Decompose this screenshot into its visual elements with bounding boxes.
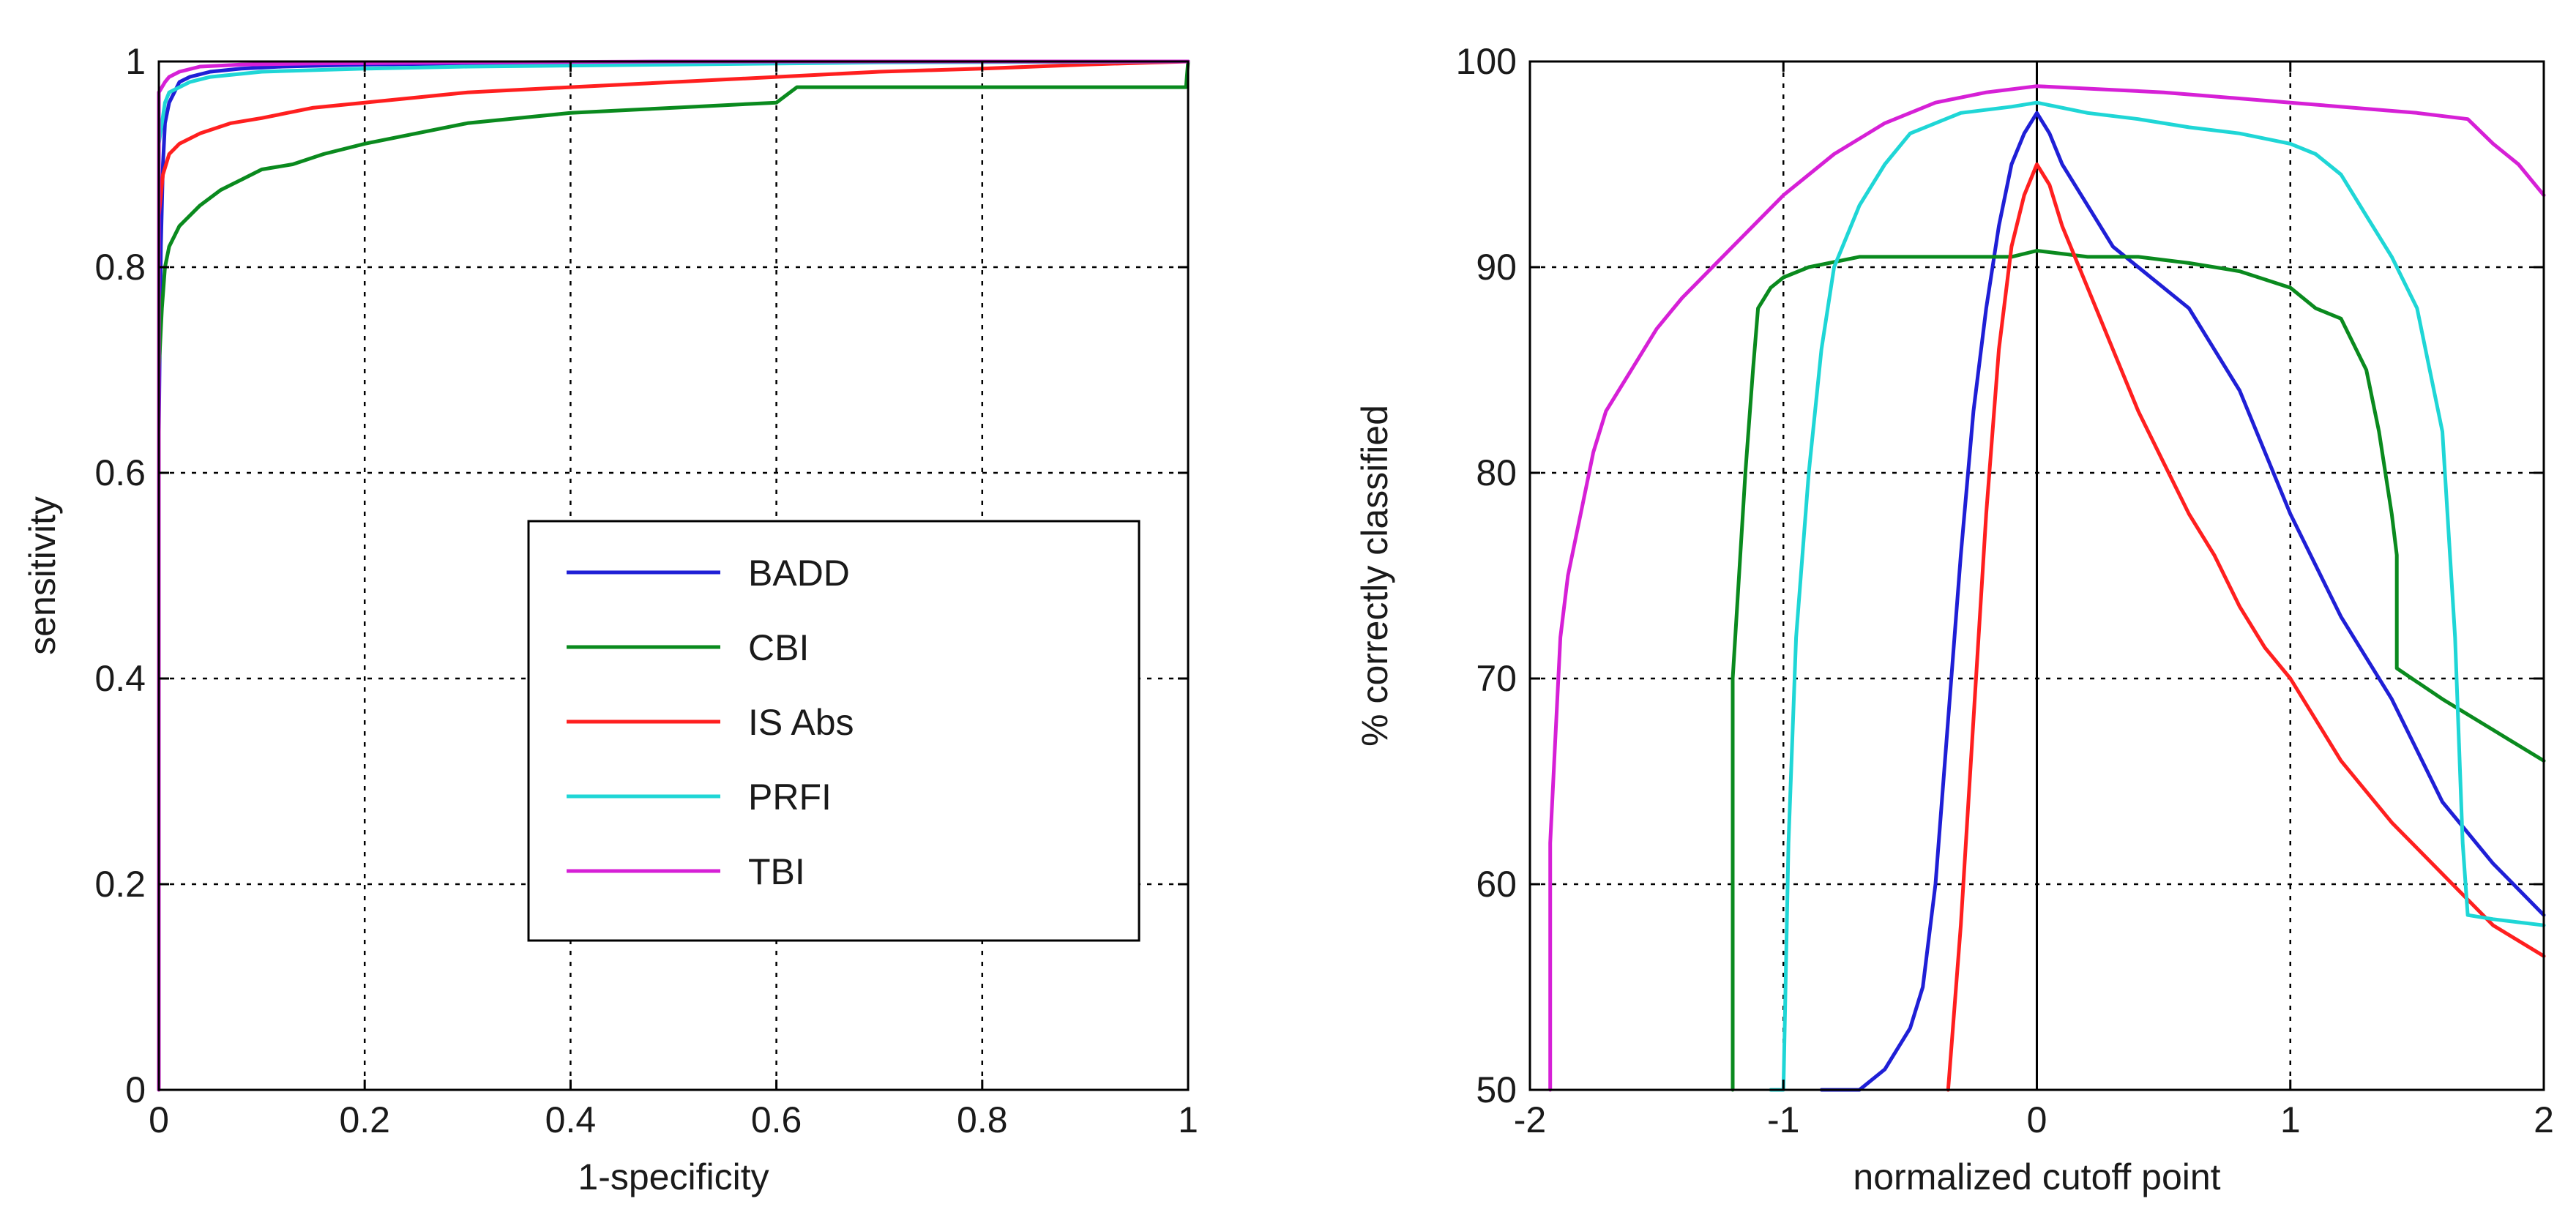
accuracy-series-tbi: [1548, 84, 2546, 1092]
accuracy-series-is-abs: [1946, 162, 2546, 1092]
roc-axes-box: [157, 60, 1190, 1091]
accuracy-y-tick-label: 60: [1476, 864, 1517, 905]
accuracy-y-tick-label: 90: [1476, 247, 1517, 288]
accuracy-y-axis-title: % correctly classified: [1354, 405, 1395, 747]
accuracy-x-tick-label: 0: [2027, 1099, 2047, 1140]
roc-series: [157, 59, 1190, 1092]
accuracy-y-tick-label: 100: [1456, 41, 1517, 82]
roc-y-tick-label: 0.6: [94, 452, 146, 493]
legend-label-badd: BADD: [748, 553, 850, 594]
accuracy-x-tick-label: -1: [1767, 1099, 1799, 1140]
roc-legend: BADD CBI IS Abs PRFI TBI: [527, 520, 1140, 942]
accuracy-x-tick-label: 1: [2280, 1099, 2301, 1140]
accuracy-x-axis-title: normalized cutoff point: [1853, 1156, 2220, 1197]
accuracy-series-cbi: [1731, 249, 2546, 1092]
roc-x-tick-label: 1: [1178, 1099, 1198, 1140]
accuracy-y-tick-label: 70: [1476, 658, 1517, 699]
roc-series-cbi: [157, 59, 1190, 372]
roc-x-tick-label: 0.4: [545, 1099, 597, 1140]
roc-x-tick-label: 0.2: [339, 1099, 390, 1140]
roc-ticks: 0 0.2 0.4 0.6 0.8 1 0 0.2 0.4 0.6 0.8 1: [94, 41, 1198, 1140]
roc-y-tick-label: 0: [125, 1069, 146, 1110]
accuracy-y-tick-label: 50: [1476, 1069, 1517, 1110]
roc-y-tick-label: 0.2: [94, 864, 146, 905]
roc-x-tick-label: 0.6: [751, 1099, 802, 1140]
accuracy-x-tick-label: 2: [2534, 1099, 2554, 1140]
accuracy-series-badd: [1819, 111, 2546, 1092]
legend-label-is-abs: IS Abs: [748, 702, 854, 743]
roc-y-axis-title: sensitivity: [22, 496, 63, 655]
roc-y-tick-label: 1: [125, 41, 146, 82]
roc-series-badd: [157, 59, 1190, 434]
roc-y-tick-label: 0.8: [94, 247, 146, 288]
roc-x-tick-label: 0.8: [957, 1099, 1008, 1140]
legend-label-tbi: TBI: [748, 851, 805, 892]
roc-series-is-abs: [157, 59, 1190, 218]
roc-chart: 0 0.2 0.4 0.6 0.8 1 0 0.2 0.4 0.6 0.8 1 1-specifici…: [22, 41, 1198, 1197]
accuracy-x-tick-label: -2: [1514, 1099, 1546, 1140]
legend-items: BADD CBI IS Abs PRFI TBI: [567, 553, 854, 892]
accuracy-ticks: -2 -1 0 1 2 50 60 70 80 90 100: [1456, 41, 2554, 1140]
accuracy-series: [1548, 84, 2546, 1092]
roc-x-axis-title: 1-specificity: [578, 1156, 769, 1197]
roc-series-prfi: [157, 59, 1190, 146]
legend-label-cbi: CBI: [748, 627, 809, 668]
legend-label-prfi: PRFI: [748, 777, 832, 818]
accuracy-series-prfi: [1769, 100, 2546, 1092]
roc-x-tick-label: 0: [149, 1099, 169, 1140]
roc-y-tick-label: 0.4: [94, 658, 146, 699]
accuracy-y-tick-label: 80: [1476, 452, 1517, 493]
accuracy-chart: -2 -1 0 1 2 50 60 70 80 90 100 normalized cutoff p…: [1354, 41, 2554, 1197]
